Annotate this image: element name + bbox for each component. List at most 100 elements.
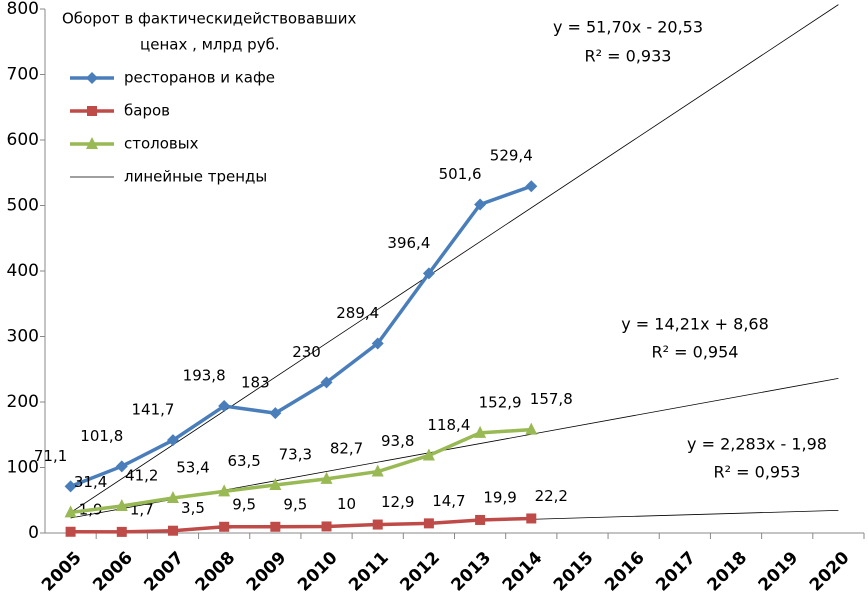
- point: [166, 491, 179, 504]
- series-line: [70, 516, 532, 534]
- point: [320, 471, 333, 484]
- x-tick-label: 2014: [499, 548, 547, 596]
- value-label: 10: [337, 495, 356, 513]
- y-tick-label: 800: [7, 0, 39, 19]
- value-label: 501,6: [439, 165, 482, 183]
- value-label: 14,7: [432, 492, 465, 510]
- series-line: [70, 427, 532, 515]
- value-label: 22,2: [535, 487, 568, 505]
- y-tick-label: 100: [7, 458, 39, 478]
- point: [86, 137, 98, 149]
- point: [372, 519, 383, 530]
- x-tick-label: 2020: [806, 548, 854, 596]
- x-tick-label: 2012: [396, 548, 444, 596]
- point: [87, 106, 97, 116]
- value-label: 289,4: [336, 304, 379, 322]
- value-label: 31,4: [74, 473, 107, 491]
- x-tick-label: 2018: [703, 548, 751, 596]
- trend-r2: R² = 0,953: [714, 463, 801, 482]
- point: [475, 514, 486, 525]
- legend-label: линейные тренды: [124, 168, 267, 186]
- x-tick-label: 2016: [601, 548, 649, 596]
- point: [167, 525, 178, 536]
- point: [64, 505, 77, 518]
- x-tick-label: 2015: [550, 548, 598, 596]
- value-label: 41,2: [125, 467, 158, 485]
- value-label: 82,7: [330, 439, 363, 457]
- legend-label: столовых: [124, 135, 199, 153]
- point: [422, 267, 435, 280]
- x-tick-label: 2006: [89, 548, 137, 596]
- value-label: 193,8: [183, 367, 226, 385]
- value-label: 529,4: [490, 147, 533, 165]
- x-tick-label: 2011: [345, 548, 393, 596]
- value-label: 101,8: [80, 427, 123, 445]
- trend-line: [70, 4, 839, 513]
- point: [474, 198, 487, 211]
- value-label: 230: [292, 343, 321, 361]
- point: [525, 180, 538, 193]
- value-label: 9,5: [283, 495, 307, 513]
- point: [218, 484, 231, 497]
- point: [371, 337, 384, 350]
- point: [269, 407, 282, 420]
- point: [320, 376, 333, 389]
- y-tick-label: 700: [7, 65, 39, 85]
- x-tick-label: 2009: [243, 548, 291, 596]
- point: [422, 448, 435, 461]
- legend-label: ресторанов и кафе: [124, 69, 275, 87]
- y-tick-label: 400: [7, 261, 39, 281]
- trend-equation: y = 51,70x - 20,53: [553, 18, 703, 37]
- point: [166, 434, 179, 447]
- value-label: 396,4: [387, 234, 430, 252]
- x-tick-label: 2005: [38, 548, 86, 596]
- value-label: 19,9: [483, 488, 516, 506]
- point: [86, 72, 98, 84]
- y-tick-label: 0: [28, 523, 39, 543]
- point: [115, 460, 128, 473]
- point: [116, 526, 127, 537]
- x-tick-label: 2017: [652, 548, 700, 596]
- point: [219, 521, 230, 532]
- point: [65, 526, 76, 537]
- value-label: 3,5: [181, 499, 205, 517]
- point: [321, 521, 332, 532]
- point: [269, 477, 282, 490]
- trend-r2: R² = 0,933: [585, 47, 672, 66]
- legend-label: баров: [124, 102, 170, 120]
- value-label: 53,4: [176, 459, 209, 477]
- value-label: 152,9: [479, 393, 522, 411]
- value-label: 9,5: [232, 495, 256, 513]
- legend-title: Оборот в фактическидействовавших: [62, 10, 356, 28]
- y-tick-label: 500: [7, 196, 39, 216]
- y-tick-label: 200: [7, 392, 39, 412]
- point: [525, 422, 538, 435]
- value-label: 63,5: [227, 452, 260, 470]
- x-tick-label: 2008: [192, 548, 240, 596]
- legend-title: ценах , млрд руб.: [140, 36, 280, 54]
- trend-equation: y = 14,21x + 8,68: [621, 315, 769, 334]
- value-label: 93,8: [381, 432, 414, 450]
- x-tick-label: 2007: [140, 548, 188, 596]
- point: [474, 425, 487, 438]
- point: [270, 521, 281, 532]
- value-label: 12,9: [381, 493, 414, 511]
- point: [64, 480, 77, 493]
- value-label: 141,7: [131, 401, 174, 419]
- x-tick-label: 2010: [294, 548, 342, 596]
- trend-equation: y = 2,283x - 1,98: [687, 435, 827, 454]
- value-label: 118,4: [427, 416, 470, 434]
- x-tick-label: 2013: [448, 548, 496, 596]
- point: [115, 499, 128, 512]
- point: [423, 518, 434, 529]
- value-label: 183: [241, 374, 270, 392]
- series-line: [69, 184, 532, 489]
- y-tick-label: 300: [7, 327, 39, 347]
- value-label: 71,1: [34, 447, 67, 465]
- point: [218, 400, 231, 413]
- point: [371, 464, 384, 477]
- trend-r2: R² = 0,954: [652, 343, 739, 362]
- value-label: 157,8: [530, 390, 573, 408]
- x-tick-label: 2019: [755, 548, 803, 596]
